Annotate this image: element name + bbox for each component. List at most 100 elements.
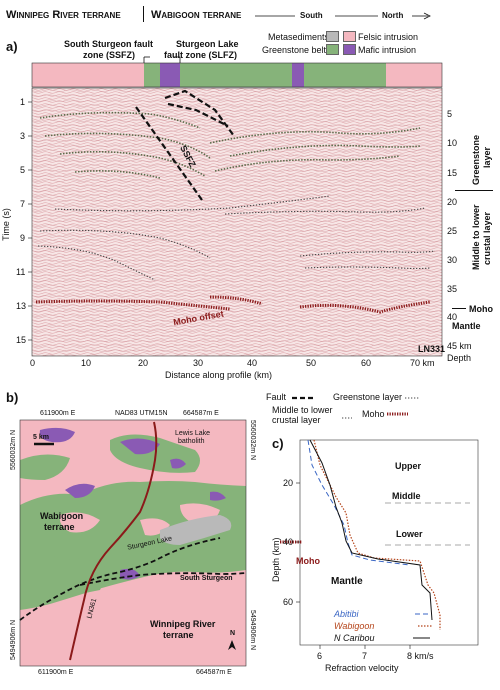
geology-map (19, 419, 247, 667)
velocity-profile-chart (280, 439, 479, 649)
x-tick-0: 0 (30, 358, 36, 368)
coord-bottom-right: 664587m E (196, 669, 232, 676)
coord-top-right: 664587m E (183, 410, 219, 417)
legend-middle-lower-l1: Middle to lower (272, 405, 333, 415)
lewis-lake-l2: batholith (178, 438, 205, 445)
legend-ncaribou: N Caribou (334, 633, 375, 643)
y-tick-11: 11 (16, 267, 26, 277)
wabigoon-terrane-l1: Wabigoon (40, 511, 84, 521)
depth-tick-10: 10 (447, 138, 458, 148)
panel-b-label: b) (6, 390, 19, 405)
legend-middle-lower-l2: crustal layer (272, 415, 321, 425)
x-tick-10: 10 (81, 358, 92, 368)
zone-slfz-line2: fault zone (SLFZ) (164, 50, 237, 60)
x-tick-30: 30 (193, 358, 204, 368)
coord-top-left: 611900m E (40, 410, 76, 417)
legend-felsic-swatch (343, 31, 356, 42)
layer-greenstone-l1: Greenstone (471, 134, 481, 185)
c-y-tick-40: 40 (283, 537, 294, 547)
c-y-tick-60: 60 (283, 597, 294, 607)
lewis-lake-l1: Lewis Lake (175, 430, 211, 437)
depth-word: Depth (447, 353, 472, 363)
c-y-tick-20: 20 (283, 478, 294, 488)
direction-arrow (255, 12, 431, 20)
legend-greenstone-swatch (326, 44, 339, 55)
y-tick-9: 9 (20, 233, 26, 243)
y-tick-15: 15 (16, 335, 27, 345)
panel-a-label: a) (6, 39, 18, 54)
legend-abitibi: Abitibi (334, 609, 359, 619)
coord-left-top: 5560032m N (10, 429, 17, 470)
header-divider (143, 6, 144, 22)
panel-c-label: c) (272, 436, 284, 451)
south-sturgeon-label: South Sturgeon (180, 575, 233, 582)
legend-metasediments-swatch (326, 31, 339, 42)
c-x-tick-6: 6 (317, 651, 323, 661)
wabigoon-terrane-l2: terrane (44, 522, 75, 532)
mantle-right-label: Mantle (452, 321, 481, 331)
x-tick-50: 50 (306, 358, 317, 368)
legend-fault-label: Fault (266, 392, 287, 402)
legend-mafic-label: Mafic intrusion (358, 45, 417, 55)
zone-ssfz-line1: South Sturgeon fault (64, 39, 153, 49)
layer-middle-l2: crustal layer (482, 211, 492, 265)
depth-tick-5: 5 (447, 109, 453, 119)
depth-tick-25: 25 (447, 226, 458, 236)
depth-tick-15: 15 (447, 168, 458, 178)
direction-north: North (382, 11, 404, 20)
time-axis (28, 101, 32, 341)
y-tick-13: 13 (16, 301, 27, 311)
y-tick-1: 1 (20, 97, 26, 107)
x-tick-70: 70 km (410, 358, 435, 368)
winnipeg-river-l2: terrane (163, 630, 194, 640)
c-moho-label: Moho (296, 556, 320, 566)
y-tick-3: 3 (20, 131, 26, 141)
x-tick-40: 40 (247, 358, 258, 368)
depth-tick-20: 20 (447, 197, 458, 207)
coord-top-mid: NAD83 UTM15N (115, 410, 168, 417)
zone-middle-label: Middle (392, 491, 421, 501)
x-tick-20: 20 (138, 358, 149, 368)
legend-greenstone-layer-label: Greenstone layer (333, 392, 403, 402)
c-x-tick-8: 8 km/s (407, 651, 434, 661)
terrane-left-title: Winnipeg River terrane (6, 9, 121, 21)
layer-separator-1 (455, 190, 493, 191)
coord-bottom-left: 611900m E (38, 669, 74, 676)
terrane-right-title: Wabigoon terrane (151, 9, 242, 21)
legend-metasediments-label: Metasediments (268, 32, 330, 42)
zone-lower-label: Lower (396, 529, 423, 539)
layer-separator-2 (452, 308, 466, 309)
legend-moho-label: Moho (362, 409, 385, 419)
zone-ssfz-line2: zone (SSFZ) (83, 50, 135, 60)
geology-strip (31, 56, 443, 88)
legend-wabigoon: Wabigoon (334, 621, 375, 631)
legend-greenstone-label: Greenstone belt (262, 45, 327, 55)
scale-bar-label: 5 km (33, 434, 49, 441)
layer-greenstone-l2: layer (482, 146, 492, 168)
zone-slfz-line1: Sturgeon Lake (176, 39, 239, 49)
depth-tick-30: 30 (447, 255, 458, 265)
coord-left-bottom: 5494906m N (10, 619, 17, 660)
legend-mafic-swatch (343, 44, 356, 55)
c-y-axis-title: Depth (km) (271, 537, 281, 582)
x-axis-title: Distance along profile (km) (165, 370, 273, 380)
north-arrow-label: N (230, 630, 236, 637)
c-x-tick-7: 7 (362, 651, 368, 661)
depth-tick-45: 45 km (447, 341, 472, 351)
y-tick-5: 5 (20, 165, 26, 175)
panel-b-legend-symbols (292, 396, 420, 419)
c-mantle-label: Mantle (331, 576, 363, 587)
x-tick-60: 60 (361, 358, 372, 368)
moho-right-label: Moho (469, 304, 493, 314)
c-x-axis-title: Refraction velocity (325, 663, 399, 673)
direction-south: South (300, 11, 323, 20)
line-id-ln331: LN331 (418, 344, 446, 354)
y-tick-7: 7 (20, 199, 26, 209)
seismic-section (31, 87, 443, 357)
winnipeg-river-l1: Winnipeg River (150, 619, 216, 629)
legend-felsic-label: Felsic intrusion (358, 32, 419, 42)
depth-tick-35: 35 (447, 284, 458, 294)
depth-tick-40: 40 (447, 312, 458, 322)
layer-middle-l1: Middle to lower (471, 204, 481, 270)
y-axis-title: Time (s) (0, 208, 11, 241)
